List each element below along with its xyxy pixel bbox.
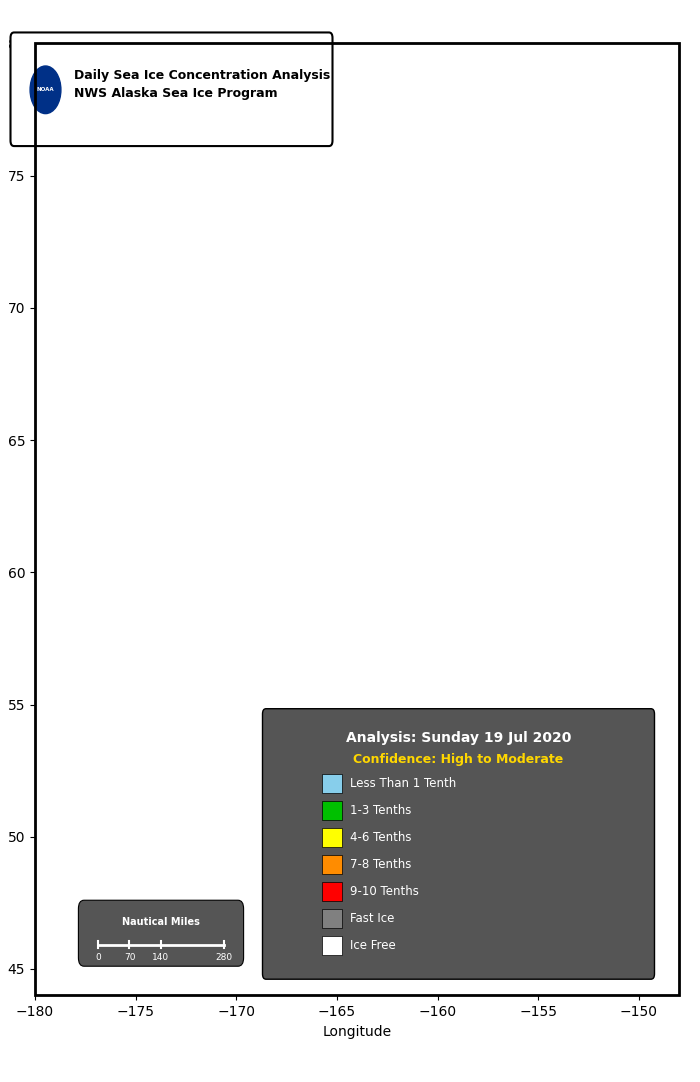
Text: 140: 140 bbox=[153, 953, 169, 962]
Text: 0: 0 bbox=[95, 953, 101, 962]
Text: Analysis: Sunday 19 Jul 2020: Analysis: Sunday 19 Jul 2020 bbox=[346, 731, 571, 744]
Text: Fast Ice: Fast Ice bbox=[350, 912, 394, 925]
Text: 4-6 Tenths: 4-6 Tenths bbox=[350, 831, 412, 844]
Text: 7-8 Tenths: 7-8 Tenths bbox=[350, 858, 412, 871]
Text: 9-10 Tenths: 9-10 Tenths bbox=[350, 885, 419, 898]
Text: 1-3 Tenths: 1-3 Tenths bbox=[350, 804, 412, 817]
Text: Daily Sea Ice Concentration Analysis: Daily Sea Ice Concentration Analysis bbox=[74, 69, 330, 82]
Text: Less Than 1 Tenth: Less Than 1 Tenth bbox=[350, 777, 456, 790]
Text: NWS Alaska Sea Ice Program: NWS Alaska Sea Ice Program bbox=[74, 87, 277, 100]
Text: Ice Free: Ice Free bbox=[350, 939, 395, 952]
Text: Nautical Miles: Nautical Miles bbox=[122, 916, 200, 927]
Text: 280: 280 bbox=[216, 953, 232, 962]
Text: 70: 70 bbox=[124, 953, 135, 962]
Text: NOAA: NOAA bbox=[36, 88, 55, 92]
Y-axis label: Latitude: Latitude bbox=[0, 490, 2, 549]
X-axis label: Longitude: Longitude bbox=[323, 1025, 391, 1039]
Text: Confidence: High to Moderate: Confidence: High to Moderate bbox=[354, 753, 564, 766]
